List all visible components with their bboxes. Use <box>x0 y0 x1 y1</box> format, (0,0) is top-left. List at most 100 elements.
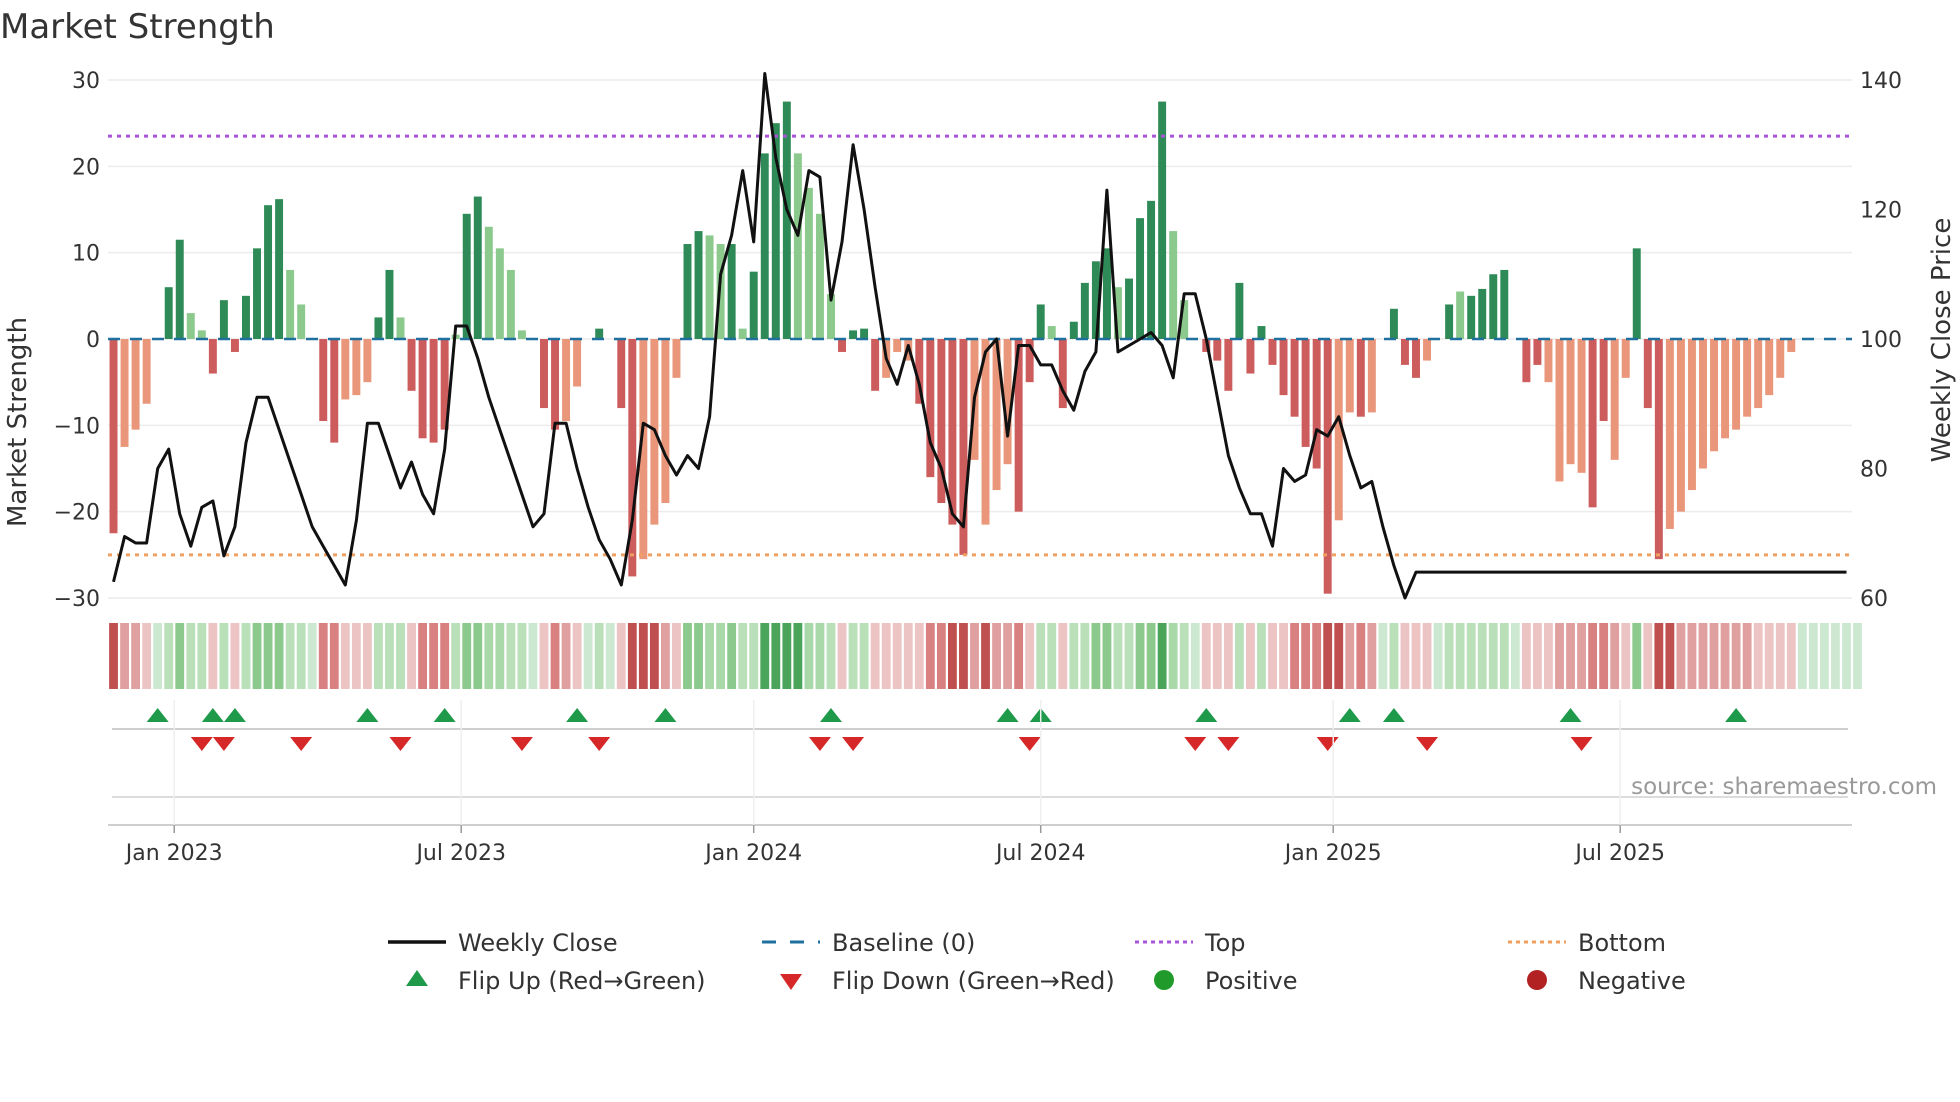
legend: Weekly Close Baseline (0) Top Bottom Flip Up… <box>388 929 1686 995</box>
heat-cell <box>1599 623 1609 689</box>
x-tick-label: Jan 2023 <box>124 841 223 866</box>
flip-up-marker <box>1382 708 1405 722</box>
heat-cell <box>815 623 825 689</box>
strength-bar <box>253 248 261 339</box>
strength-bar <box>1555 339 1564 482</box>
heat-cell <box>296 623 306 689</box>
heat-cell <box>1610 623 1620 689</box>
strength-bar <box>1091 261 1100 339</box>
heat-cell <box>1157 623 1167 689</box>
strength-bar <box>1566 339 1575 465</box>
legend-label: Weekly Close <box>458 929 618 957</box>
strength-bar <box>1500 269 1509 339</box>
strength-bar <box>517 330 526 339</box>
strength-bar <box>1599 339 1608 422</box>
heat-cell <box>1544 623 1553 689</box>
flip-down-marker <box>212 737 235 751</box>
heat-cell <box>1831 623 1840 689</box>
heat-cell <box>1268 623 1277 689</box>
heat-cell <box>1036 623 1046 689</box>
y-axis-label: Market Strength <box>3 317 33 527</box>
heat-cell <box>672 623 681 689</box>
heat-cell <box>230 623 240 689</box>
strength-bar <box>937 339 946 504</box>
strength-bar <box>1687 339 1696 491</box>
strength-bar <box>1345 339 1354 413</box>
strength-bar <box>871 339 880 391</box>
heat-cell <box>760 623 770 689</box>
strength-bar <box>440 339 449 430</box>
heat-cell <box>1654 623 1664 689</box>
y-tick-label: 10 <box>72 242 100 267</box>
heat-cell <box>407 623 416 689</box>
strength-heat-strip <box>109 623 1862 689</box>
legend-label: Flip Down (Green→Red) <box>832 967 1115 995</box>
heat-cell <box>208 623 218 689</box>
strength-bar <box>242 295 250 339</box>
heat-cell <box>351 623 361 689</box>
heat-cell <box>1091 623 1101 689</box>
legend-label: Flip Up (Red→Green) <box>458 967 706 995</box>
heat-cell <box>109 623 118 689</box>
strength-bar <box>1721 339 1730 439</box>
flip-up-marker <box>819 708 842 722</box>
heat-cell <box>1775 623 1785 689</box>
heat-cell <box>1842 623 1851 689</box>
heat-cell <box>716 623 726 689</box>
legend-label: Negative <box>1578 967 1686 995</box>
heat-cell <box>329 623 339 689</box>
heat-cell <box>870 623 880 689</box>
heat-cell <box>561 623 571 689</box>
heat-cell <box>1190 623 1200 689</box>
heat-cell <box>947 623 957 689</box>
heat-cell <box>1389 623 1399 689</box>
heat-cell <box>473 623 483 689</box>
heat-cell <box>1720 623 1730 689</box>
strength-bar <box>462 213 471 339</box>
heat-cell <box>274 623 284 689</box>
legend-label: Baseline (0) <box>832 929 975 957</box>
heat-cell <box>1533 623 1542 689</box>
strength-bar <box>495 248 504 339</box>
strength-bar <box>1036 304 1045 339</box>
y2-tick-label: 100 <box>1860 328 1902 353</box>
heat-cell <box>396 623 405 689</box>
heat-cell <box>771 623 781 689</box>
strength-bar <box>1412 339 1420 378</box>
strength-bar <box>341 339 350 400</box>
strength-bar <box>1003 339 1012 465</box>
strength-bar <box>959 339 968 555</box>
strength-bar <box>540 339 548 409</box>
strength-bar <box>1621 339 1630 378</box>
strength-bar <box>1732 339 1741 430</box>
flip-down-marker <box>1316 737 1339 751</box>
strength-bar <box>120 339 129 447</box>
strength-bar <box>142 339 151 404</box>
strength-bar <box>694 231 703 339</box>
heat-cell <box>981 623 990 689</box>
y-tick-label: −30 <box>54 587 100 612</box>
heat-cell <box>1422 623 1432 689</box>
flip-up-marker <box>1338 708 1361 722</box>
strength-bar <box>1743 339 1752 417</box>
strength-bar <box>1224 339 1233 391</box>
strength-bar <box>1643 339 1652 409</box>
flip-down-marker <box>1570 737 1593 751</box>
heat-cell <box>362 623 372 689</box>
flip-up-marker <box>146 708 169 722</box>
heat-cell <box>1301 623 1311 689</box>
strength-bar <box>1136 218 1145 339</box>
heat-cell <box>1246 623 1255 689</box>
heat-cell <box>1466 623 1476 689</box>
strength-bar <box>1268 339 1277 365</box>
strength-bar <box>418 339 427 439</box>
heat-cell <box>694 623 703 689</box>
heat-cell <box>374 623 383 689</box>
flip-up-marker <box>1559 708 1582 722</box>
heat-cell <box>970 623 979 689</box>
strength-bar <box>1467 295 1476 339</box>
strength-bar <box>484 226 493 339</box>
strength-bar <box>1114 287 1122 339</box>
heat-cell <box>440 623 450 689</box>
